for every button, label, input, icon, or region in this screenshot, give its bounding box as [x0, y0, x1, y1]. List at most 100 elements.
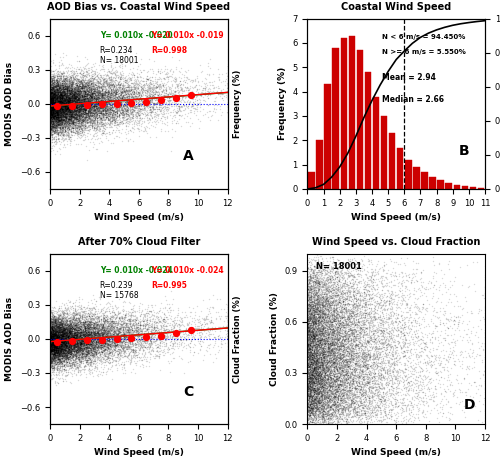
Point: [344, 375, 352, 382]
Point: [108, 106, 116, 114]
Point: [350, 383, 358, 390]
Point: [75, 88, 83, 95]
Point: [48, 344, 56, 352]
Point: [308, 407, 316, 414]
Point: [306, 351, 314, 358]
Point: [70, 336, 78, 344]
Point: [414, 354, 422, 361]
Point: [306, 349, 314, 356]
Point: [118, 365, 126, 373]
Point: [52, 341, 60, 349]
Point: [56, 81, 64, 89]
Point: [320, 316, 328, 323]
Point: [74, 343, 82, 350]
Point: [69, 117, 77, 124]
Point: [170, 94, 178, 102]
Point: [330, 405, 338, 413]
Point: [370, 359, 378, 366]
Point: [60, 345, 68, 353]
Point: [48, 331, 56, 339]
Point: [90, 95, 98, 103]
Point: [310, 262, 318, 270]
Point: [212, 83, 220, 91]
Point: [59, 344, 67, 351]
Point: [420, 340, 428, 348]
Point: [82, 336, 90, 343]
Point: [82, 142, 90, 149]
Point: [326, 402, 334, 410]
Point: [120, 332, 128, 339]
Point: [331, 347, 339, 355]
Point: [70, 342, 78, 350]
Point: [328, 264, 336, 271]
Point: [50, 122, 58, 130]
Point: [64, 343, 72, 350]
Point: [342, 332, 350, 339]
Point: [68, 344, 76, 351]
Point: [312, 376, 320, 384]
Point: [100, 82, 108, 90]
Point: [99, 343, 107, 351]
Point: [92, 96, 100, 104]
Point: [84, 108, 92, 115]
Point: [130, 105, 138, 112]
Point: [98, 101, 106, 109]
Point: [58, 321, 66, 328]
Point: [78, 103, 86, 110]
Point: [392, 344, 400, 351]
Point: [66, 113, 74, 121]
Point: [336, 320, 344, 328]
Point: [64, 342, 72, 349]
Point: [78, 336, 86, 344]
Point: [308, 374, 316, 382]
Point: [104, 341, 112, 349]
Point: [101, 105, 109, 112]
Point: [370, 403, 378, 411]
Point: [309, 330, 317, 337]
Point: [338, 297, 346, 305]
Point: [160, 102, 168, 109]
Point: [152, 103, 160, 111]
Point: [70, 111, 78, 119]
Point: [140, 104, 148, 111]
Point: [343, 311, 351, 319]
Point: [68, 111, 76, 118]
Point: [147, 329, 155, 336]
Point: [332, 336, 340, 344]
Point: [48, 109, 56, 116]
Point: [57, 333, 65, 341]
Point: [106, 92, 114, 100]
Point: [367, 265, 375, 273]
Point: [135, 89, 143, 97]
Point: [308, 396, 316, 404]
Point: [56, 350, 64, 358]
Point: [382, 346, 390, 353]
Point: [52, 340, 60, 348]
Point: [321, 269, 329, 277]
Point: [224, 85, 232, 92]
Point: [58, 87, 66, 94]
Point: [50, 336, 58, 344]
Point: [342, 348, 350, 355]
Point: [68, 86, 76, 94]
Point: [384, 357, 392, 364]
Point: [87, 89, 95, 97]
Point: [66, 92, 74, 100]
Point: [80, 103, 88, 110]
Point: [318, 403, 326, 410]
Point: [312, 276, 320, 284]
Point: [70, 310, 78, 318]
Point: [337, 364, 345, 372]
Point: [56, 75, 64, 82]
Point: [56, 102, 64, 110]
Point: [80, 341, 88, 349]
Point: [386, 297, 394, 304]
Point: [118, 113, 126, 120]
Point: [85, 343, 93, 350]
Point: [358, 367, 366, 375]
Point: [332, 265, 340, 273]
Point: [321, 391, 329, 398]
Point: [315, 374, 323, 382]
Point: [78, 339, 86, 347]
Point: [305, 334, 313, 342]
